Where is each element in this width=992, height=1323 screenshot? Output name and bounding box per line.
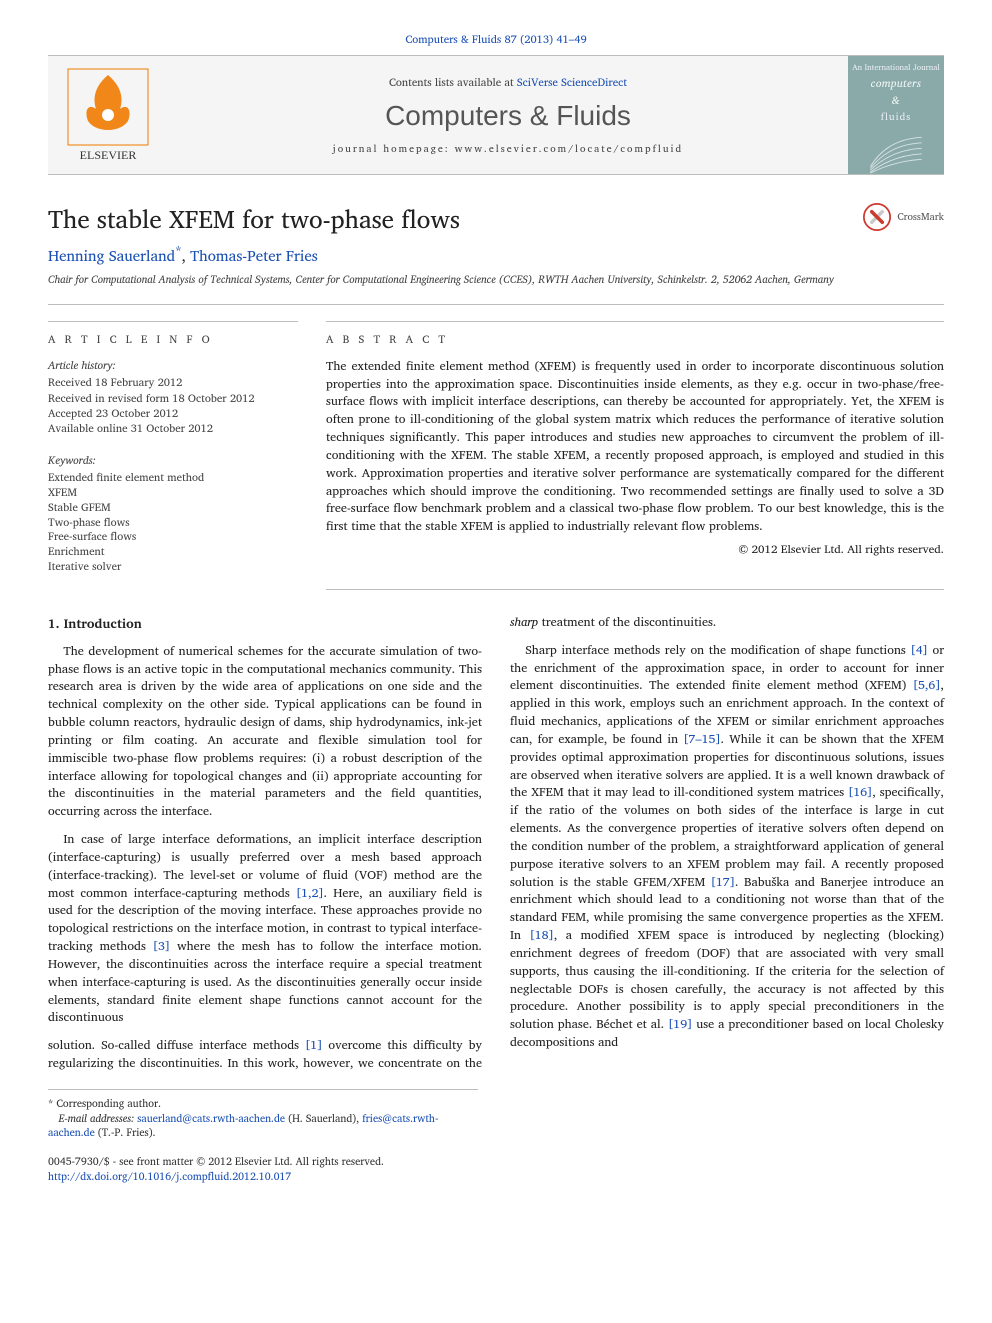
article-body: 1. Introduction The development of numer…	[48, 614, 944, 1073]
email-link[interactable]: sauerland@cats.rwth-aachen.de	[137, 1109, 285, 1127]
history-online: Available online 31 October 2012	[48, 421, 298, 436]
journal-cover-thumb: An International Journal computers & flu…	[848, 56, 944, 174]
journal-homepage-line: journal homepage: www.elsevier.com/locat…	[333, 142, 683, 156]
keywords-heading: Keywords:	[48, 453, 298, 468]
banner-center: Contents lists available at SciVerse Sci…	[168, 56, 848, 174]
article-title: The stable XFEM for two-phase flows	[48, 203, 460, 234]
body-paragraph: Sharp interface methods rely on the modi…	[510, 642, 944, 1052]
cover-subtitle: An International Journal	[852, 62, 940, 73]
email-owner: (H. Sauerland),	[285, 1109, 362, 1127]
section-1-heading: 1. Introduction	[48, 614, 482, 633]
footnotes: * Corresponding author. E-mail addresses…	[48, 1089, 478, 1140]
abstract-text: The extended finite element method (XFEM…	[326, 358, 944, 536]
article-info-label: A R T I C L E I N F O	[48, 332, 298, 347]
author-separator: ,	[182, 243, 191, 268]
author-list: Henning Sauerland*, Thomas-Peter Fries	[48, 241, 944, 266]
cover-amp: &	[892, 93, 900, 108]
author-1-link[interactable]: Henning Sauerland	[48, 243, 175, 268]
keywords-block: Keywords: Extended finite element method…	[48, 453, 298, 574]
cover-swirl-icon	[866, 130, 926, 174]
sciencedirect-link[interactable]: SciVerse ScienceDirect	[517, 73, 627, 91]
doi-link[interactable]: http://dx.doi.org/10.1016/j.compfluid.20…	[48, 1167, 291, 1185]
email-owner: (T.-P. Fries).	[95, 1123, 156, 1141]
publisher-name-text: ELSEVIER	[80, 148, 137, 162]
crossmark-label: CrossMark	[897, 210, 944, 224]
keyword-item: Iterative solver	[48, 559, 298, 574]
keywords-list: Extended finite element method XFEM Stab…	[48, 470, 298, 574]
body-paragraph: The development of numerical schemes for…	[48, 643, 482, 821]
homepage-prefix: journal homepage:	[333, 141, 455, 157]
crossmark-badge[interactable]: CrossMark	[863, 203, 944, 231]
body-text: The development of numerical schemes for…	[48, 641, 482, 821]
publisher-logo-box: ELSEVIER	[48, 56, 168, 174]
homepage-url: www.elsevier.com/locate/compfluid	[455, 141, 684, 157]
article-history: Article history: Received 18 February 20…	[48, 358, 298, 437]
email-footnote: E-mail addresses: sauerland@cats.rwth-aa…	[48, 1111, 478, 1140]
keyword-item: Extended finite element method	[48, 470, 298, 485]
front-matter-doi: 0045-7930/$ - see front matter © 2012 El…	[48, 1154, 944, 1183]
cover-title-2: fluids	[881, 110, 912, 124]
elsevier-logo-icon: ELSEVIER	[66, 67, 150, 163]
crossmark-icon	[863, 203, 891, 231]
journal-citation: Computers & Fluids 87 (2013) 41–49	[48, 32, 944, 47]
abstract-copyright: © 2012 Elsevier Ltd. All rights reserved…	[326, 542, 944, 558]
history-heading: Article history:	[48, 358, 298, 373]
journal-banner: ELSEVIER Contents lists available at Sci…	[48, 55, 944, 175]
journal-name: Computers & Fluids	[385, 96, 631, 135]
author-2-link[interactable]: Thomas-Peter Fries	[190, 243, 318, 268]
abstract-box: A B S T R A C T The extended finite elem…	[326, 321, 944, 590]
abstract-label: A B S T R A C T	[326, 332, 944, 347]
citation-link[interactable]: [19]	[668, 1014, 692, 1034]
emphasis: sharp	[510, 612, 538, 632]
journal-citation-link[interactable]: Computers & Fluids 87 (2013) 41–49	[405, 30, 586, 48]
contents-prefix: Contents lists available at	[389, 73, 517, 91]
article-info-box: A R T I C L E I N F O Article history: R…	[48, 321, 298, 590]
contents-available-line: Contents lists available at SciVerse Sci…	[389, 75, 627, 90]
body-paragraph: In case of large interface deformations,…	[48, 831, 482, 1027]
cover-title-1: computers	[871, 76, 922, 91]
affiliation: Chair for Computational Analysis of Tech…	[48, 272, 944, 287]
body-text: treatment of the discontinuities.	[538, 612, 716, 632]
